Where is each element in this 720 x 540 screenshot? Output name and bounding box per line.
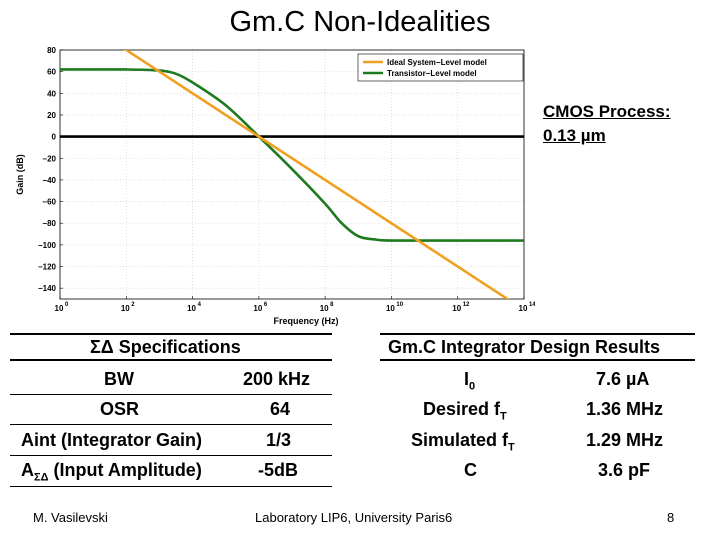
y-tick-label: 0 (52, 133, 57, 142)
footer-lab: Laboratory LIP6, University Paris6 (255, 510, 453, 525)
amplitude-subscript: ΣΔ (34, 471, 49, 484)
sd-row-label: BW (104, 369, 134, 389)
y-tick-label: −100 (38, 241, 57, 250)
x-tick-label: 10 (187, 304, 196, 313)
y-tick-label: 40 (47, 89, 56, 98)
sd-row-value: 200 kHz (243, 369, 311, 389)
amplitude-symbol: A (21, 460, 34, 480)
sd-row-divider (10, 394, 332, 395)
gmc-row-label: C (464, 460, 477, 480)
legend-label: Ideal System−Level model (387, 58, 487, 67)
gmc-row-value: 3.6 pF (598, 460, 651, 480)
amplitude-description: (Input Amplitude) (48, 460, 202, 480)
sd-row-value: 64 (270, 399, 291, 419)
y-tick-label: 80 (47, 46, 56, 55)
gmc-row-label: Desired fT (423, 399, 507, 423)
x-tick-exponent: 10 (396, 302, 403, 308)
sd-row-value: 1/3 (266, 430, 292, 450)
y-tick-label: −20 (42, 154, 56, 163)
x-tick-exponent: 6 (264, 302, 268, 308)
x-tick-exponent: 2 (131, 302, 135, 308)
ideal-model-line (123, 50, 510, 299)
x-tick-label: 10 (253, 304, 262, 313)
transistor-model-line (60, 68, 524, 242)
sd-row-label: OSR (100, 399, 140, 419)
sd-row-value: -5dB (258, 460, 298, 480)
x-tick-label: 10 (452, 304, 461, 313)
plot-frame (59, 49, 525, 300)
process-value: 0.13 µm (543, 126, 606, 145)
y-tick-label: −140 (38, 284, 57, 293)
gmc-row-label: Simulated fT (411, 430, 515, 454)
sd-table-bottom (10, 486, 332, 487)
legend-box (357, 53, 524, 82)
sd-row-divider (10, 424, 332, 425)
page-number: 8 (667, 510, 675, 525)
sd-row-label: Aint (Integrator Gain) (21, 430, 202, 450)
x-tick-label: 10 (55, 304, 64, 313)
sd-row-divider (10, 455, 332, 456)
sd-table-title: ΣΔ Specifications (90, 337, 241, 357)
sd-row-label: AΣΔ (Input Amplitude) (21, 460, 202, 484)
slide-title: Gm.C Non-Idealities (229, 6, 491, 38)
y-tick-label: −40 (42, 176, 56, 185)
x-tick-label: 10 (519, 304, 528, 313)
process-note: CMOS Process: 0.13 µm (543, 100, 671, 148)
x-tick-exponent: 8 (330, 302, 334, 308)
y-axis-label: Gain (dB) (15, 154, 25, 195)
process-label: CMOS Process: (543, 102, 671, 121)
x-tick-exponent: 4 (198, 302, 202, 308)
gmc-row-label: I0 (464, 369, 476, 393)
x-tick-label: 10 (386, 304, 395, 313)
footer-author: M. Vasilevski (33, 510, 108, 525)
y-tick-label: −80 (42, 219, 56, 228)
gmc-row-value: 7.6 µA (596, 369, 650, 389)
x-tick-label: 10 (121, 304, 130, 313)
x-tick-label: 10 (320, 304, 329, 313)
sd-table-header: ΣΔ Specifications (10, 333, 332, 361)
y-tick-label: 20 (47, 111, 56, 120)
x-tick-exponent: 12 (463, 302, 470, 308)
x-axis-label: Frequency (Hz) (273, 316, 338, 326)
legend-label: Transistor−Level model (387, 69, 477, 78)
x-tick-exponent: 14 (529, 302, 535, 308)
gmc-table-title: Gm.C Integrator Design Results (388, 337, 661, 357)
x-tick-exponent: 0 (65, 302, 69, 308)
y-tick-label: −60 (42, 198, 56, 207)
y-tick-label: 60 (47, 68, 56, 77)
gmc-row-value: 1.29 MHz (586, 430, 664, 450)
gmc-table-header: Gm.C Integrator Design Results (380, 333, 695, 361)
y-tick-label: −120 (38, 263, 57, 272)
gmc-row-value: 1.36 MHz (586, 399, 664, 419)
